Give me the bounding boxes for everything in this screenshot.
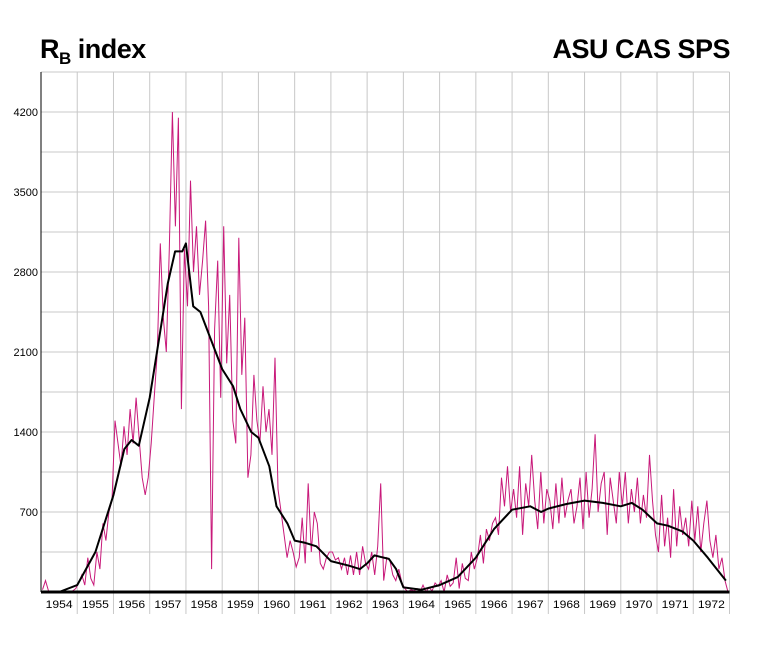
x-tick-label: 1966 — [480, 599, 507, 611]
y-tick-label: 2800 — [14, 267, 38, 279]
x-tick-label: 1967 — [517, 599, 544, 611]
x-tick-label: 1954 — [46, 599, 73, 611]
y-tick-label: 700 — [20, 507, 38, 519]
x-tick-label: 1969 — [589, 599, 616, 611]
x-tick-label: 1955 — [82, 599, 109, 611]
title-subscript: B — [59, 49, 71, 68]
x-tick-label: 1964 — [408, 599, 435, 611]
title-suffix: index — [70, 34, 147, 64]
x-tick-label: 1961 — [299, 599, 326, 611]
x-tick-label: 1972 — [698, 599, 725, 611]
x-tick-label: 1970 — [625, 599, 652, 611]
source-label: ASU CAS SPS — [552, 34, 730, 64]
smoothed-series-line — [41, 242, 727, 593]
x-tick-label: 1960 — [263, 599, 290, 611]
x-tick-label: 1971 — [662, 599, 689, 611]
x-tick-label: 1968 — [553, 599, 580, 611]
y-tick-label: 4200 — [14, 107, 38, 119]
x-tick-label: 1962 — [336, 599, 363, 611]
x-tick-label: 1959 — [227, 599, 254, 611]
y-tick-label: 3500 — [14, 187, 38, 199]
x-tick-label: 1958 — [191, 599, 218, 611]
x-tick-label: 1965 — [444, 599, 471, 611]
x-tick-label: 1957 — [154, 599, 181, 611]
y-tick-label: 2100 — [14, 347, 38, 359]
y-tick-label: 1400 — [14, 427, 38, 439]
x-tick-label: 1963 — [372, 599, 399, 611]
title-main: R — [40, 34, 60, 64]
chart-title: RB index — [40, 34, 146, 69]
x-tick-label: 1956 — [118, 599, 145, 611]
